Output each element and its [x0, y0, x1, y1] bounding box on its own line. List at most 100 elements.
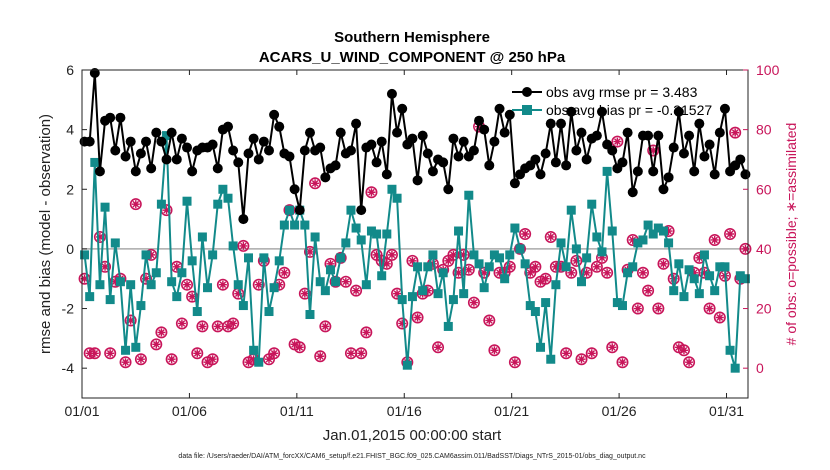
- obs-assimilated-marker: [541, 274, 550, 283]
- bias-point: [623, 268, 633, 278]
- bias-point: [582, 253, 592, 263]
- bias-point: [541, 298, 551, 308]
- obs-count-point: [508, 356, 521, 369]
- obs-count-point: [309, 177, 322, 190]
- obs-count-point: [631, 302, 644, 315]
- bias-point: [413, 262, 423, 272]
- obs-possible-marker: [560, 347, 573, 360]
- bias-line: [83, 135, 746, 369]
- bias-point: [674, 259, 684, 269]
- rmse-point: [550, 157, 561, 168]
- obs-possible-marker: [462, 263, 475, 276]
- bias-point: [495, 253, 505, 263]
- bias-point: [392, 193, 402, 203]
- y-axis-label: rmse and bias (model - observation): [37, 114, 54, 354]
- obs-assimilated-marker: [715, 313, 724, 322]
- rmse-point: [351, 118, 362, 129]
- obs-assimilated-marker: [659, 259, 668, 268]
- rmse-point: [627, 187, 638, 198]
- obs-possible-marker: [319, 320, 332, 333]
- obs-count-point: [380, 257, 393, 270]
- obs-count-point: [467, 296, 480, 309]
- rmse-point: [135, 148, 146, 159]
- rmse-point: [699, 151, 710, 162]
- obs-count-point: [606, 341, 619, 354]
- obs-count-point: [314, 350, 327, 363]
- bias-point: [80, 250, 90, 260]
- bias-point: [336, 253, 346, 263]
- rmse-point: [284, 151, 295, 162]
- rmse-point: [171, 154, 182, 165]
- bias-point: [510, 223, 520, 233]
- obs-assimilated-marker: [618, 358, 627, 367]
- obs-assimilated-marker: [95, 232, 104, 241]
- obs-count-point: [303, 245, 316, 258]
- obs-possible-marker: [570, 254, 583, 267]
- obs-assimilated-marker: [582, 268, 591, 277]
- obs-possible-marker: [93, 230, 106, 243]
- obs-count-point: [293, 341, 306, 354]
- obs-count-point: [652, 302, 665, 315]
- obs-possible-marker: [611, 135, 624, 148]
- rmse-point: [596, 106, 607, 117]
- rmse-point: [166, 127, 177, 138]
- obs-assimilated-marker: [152, 340, 161, 349]
- obs-possible-marker: [191, 347, 204, 360]
- bias-point: [438, 268, 448, 278]
- bias-point: [279, 220, 289, 230]
- bias-point: [356, 235, 366, 245]
- obs-count-point: [129, 198, 142, 211]
- obs-possible-marker: [708, 233, 721, 246]
- bias-point: [300, 220, 310, 230]
- rmse-point: [678, 148, 689, 159]
- bias-point: [536, 342, 546, 352]
- obs-assimilated-marker: [213, 322, 222, 331]
- bias-point: [705, 271, 715, 281]
- plot-area: [82, 70, 748, 398]
- obs-possible-marker: [636, 266, 649, 279]
- obs-assimilated-marker: [485, 316, 494, 325]
- y-tick-label: 0: [66, 241, 74, 257]
- y-tick-label: -2: [62, 301, 75, 317]
- rmse-point: [161, 154, 172, 165]
- rmse-point: [110, 145, 121, 156]
- rmse-point: [719, 103, 730, 114]
- obs-assimilated-marker: [638, 268, 647, 277]
- bias-point: [228, 241, 238, 251]
- legend-rmse-label: obs avg rmse pr = 3.483: [546, 84, 698, 100]
- bias-point: [669, 286, 679, 296]
- bias-point: [515, 244, 525, 254]
- obs-possible-marker: [539, 272, 552, 285]
- obs-assimilated-marker: [270, 349, 279, 358]
- obs-assimilated-marker: [80, 274, 89, 283]
- footnote: data file: /Users/raeder/DAI/ATM_forcXX/…: [178, 453, 646, 460]
- obs-possible-marker: [606, 341, 619, 354]
- bias-point: [443, 321, 453, 331]
- obs-possible-marker: [457, 248, 470, 261]
- bias-point: [546, 354, 556, 364]
- obs-possible-marker: [432, 341, 445, 354]
- bias-point: [735, 271, 745, 281]
- obs-count-point: [478, 266, 491, 279]
- obs-assimilated-marker: [690, 268, 699, 277]
- rmse-point: [294, 205, 305, 216]
- obs-count-point: [196, 320, 209, 333]
- rmse-point: [576, 127, 587, 138]
- rmse-point: [504, 109, 515, 120]
- obs-assimilated-marker: [275, 280, 284, 289]
- obs-assimilated-marker: [531, 262, 540, 271]
- rmse-point: [474, 115, 485, 126]
- rmse-point: [443, 184, 454, 195]
- obs-assimilated-marker: [572, 256, 581, 265]
- bias-point: [571, 244, 581, 254]
- bias-point: [346, 205, 356, 215]
- obs-assimilated-marker: [408, 256, 417, 265]
- rmse-point: [376, 136, 387, 147]
- obs-possible-marker: [580, 266, 593, 279]
- obs-assimilated-marker: [254, 280, 263, 289]
- obs-assimilated-marker: [193, 349, 202, 358]
- chart-title: Southern Hemisphere: [334, 29, 490, 46]
- obs-count-point: [724, 228, 737, 241]
- obs-assimilated-marker: [731, 128, 740, 137]
- rmse-point: [694, 118, 705, 129]
